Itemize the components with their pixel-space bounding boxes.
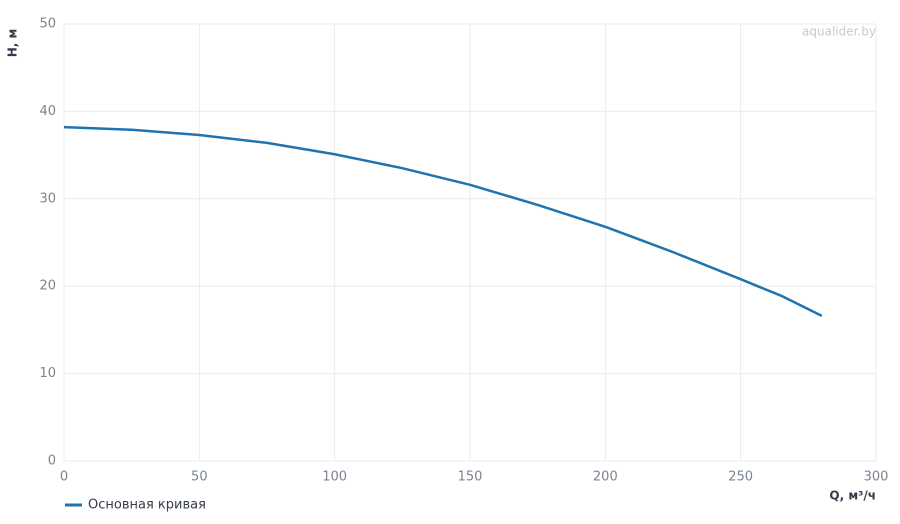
- y-tick-label: 0: [48, 454, 56, 469]
- y-tick-label: 40: [39, 104, 56, 119]
- y-axis-label: H, м: [6, 29, 20, 58]
- x-tick-label: 250: [728, 470, 753, 485]
- x-tick-label: 300: [864, 470, 889, 485]
- y-tick-label: 10: [39, 366, 56, 381]
- x-axis-label: Q, м³/ч: [829, 489, 876, 503]
- watermark: aqualider.by: [802, 25, 876, 39]
- x-tick-label: 200: [593, 470, 618, 485]
- y-tick-label: 20: [39, 279, 56, 294]
- y-tick-label: 30: [39, 191, 56, 206]
- x-tick-label: 150: [458, 470, 483, 485]
- x-tick-label: 50: [191, 470, 208, 485]
- x-tick-label: 0: [60, 470, 68, 485]
- legend-label: Основная кривая: [88, 498, 206, 513]
- y-tick-label: 50: [39, 17, 56, 32]
- x-tick-label: 100: [322, 470, 347, 485]
- line: [63, 125, 823, 318]
